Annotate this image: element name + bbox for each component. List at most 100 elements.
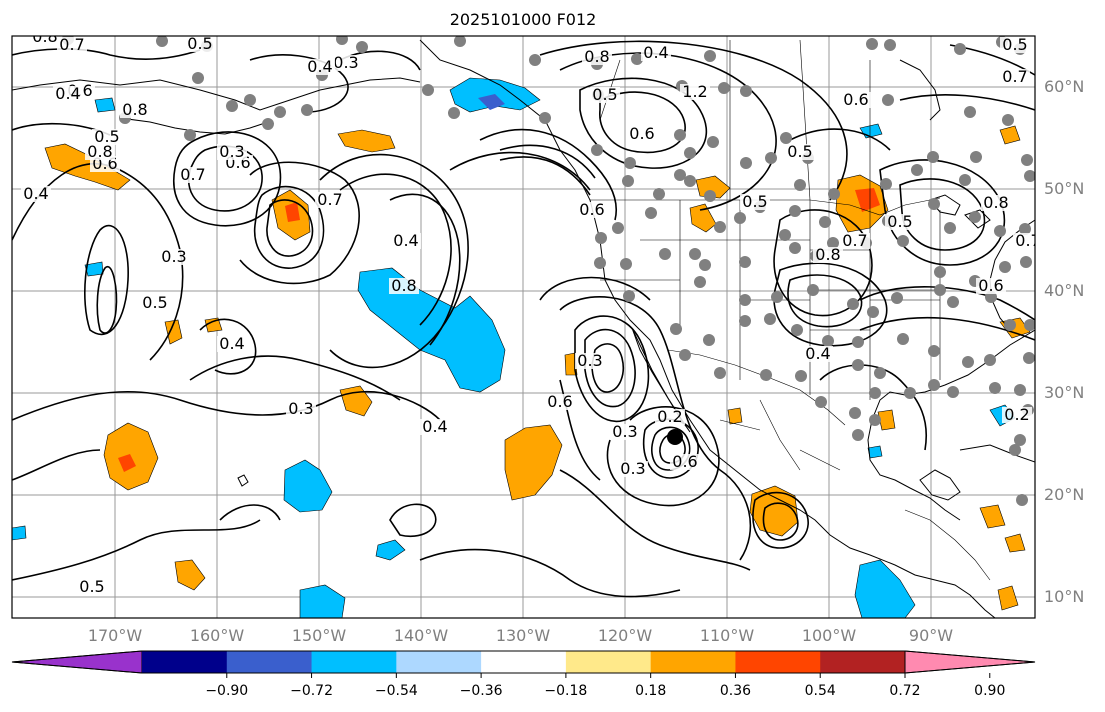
contour-label-bg	[92, 129, 122, 145]
contour-line	[762, 502, 799, 541]
station-dot	[791, 324, 803, 336]
shade-patch	[979, 504, 1006, 529]
contour-label-bg	[641, 45, 671, 61]
station-dot	[684, 147, 696, 159]
station-dot	[984, 354, 996, 366]
station-dot	[448, 107, 460, 119]
station-dot	[852, 429, 864, 441]
anomaly-shading	[12, 77, 1031, 618]
colorbar-tick-label: 0.36	[719, 683, 752, 699]
coastline-hudson	[899, 59, 941, 121]
contour-line	[591, 343, 624, 393]
shade-patch	[204, 317, 223, 333]
station-dot	[1014, 384, 1026, 396]
contour-label: 0.7	[317, 190, 342, 209]
contour-label: 0.7	[59, 35, 84, 54]
contour-label: 0.2	[657, 407, 682, 426]
shade-patch	[12, 525, 27, 541]
station-dot	[822, 335, 834, 347]
longitude-label: 110°W	[699, 626, 755, 645]
colorbar-tick-label: −0.18	[544, 683, 588, 699]
contour-line	[253, 185, 325, 269]
contour-label: 0.5	[187, 34, 212, 53]
contour-line	[419, 548, 681, 598]
colorbar-tick-label: 0.72	[889, 683, 921, 699]
station-dot	[869, 387, 881, 399]
contour-label: 0.4	[643, 43, 668, 62]
contour-label: 0.5	[787, 142, 812, 161]
station-dot	[624, 157, 636, 169]
contour-label-bg	[590, 87, 620, 103]
shade-patch	[877, 409, 896, 431]
station-dot	[1023, 352, 1035, 364]
station-dot	[869, 414, 881, 426]
station-dot	[891, 292, 903, 304]
contour-label-bg	[582, 49, 612, 65]
contour-line	[339, 173, 452, 326]
contour-line	[584, 328, 636, 408]
cuba	[959, 444, 1035, 463]
station-dot	[1024, 170, 1035, 182]
contour-label: 0.7	[842, 231, 867, 250]
coastline-aleutians	[119, 117, 269, 135]
shade-patch	[695, 175, 731, 199]
longitude-label: 120°W	[597, 626, 653, 645]
station-dot	[670, 323, 682, 335]
station-dot	[904, 387, 916, 399]
colorbar-segment	[735, 651, 821, 673]
contour-label-bg	[885, 214, 915, 230]
contour-line	[539, 276, 651, 301]
colorbar-outline	[11, 650, 1036, 674]
contour-label-bg	[577, 202, 607, 218]
contour-label-bg	[840, 233, 870, 249]
contour-line	[199, 318, 257, 375]
contour-line	[12, 48, 201, 60]
contour-label: 0.8	[391, 276, 416, 295]
contour-label: 0.8	[584, 47, 609, 66]
station-dot	[659, 248, 671, 260]
station-dot	[301, 104, 313, 116]
contour-line	[773, 209, 873, 317]
station-dot	[244, 94, 256, 106]
latitude-label: 60°N	[1044, 77, 1085, 96]
contour-label: 0.8	[32, 27, 57, 46]
contour-label-bg	[185, 36, 215, 52]
station-dot	[934, 284, 946, 296]
station-dot	[707, 136, 719, 148]
station-dot	[760, 369, 772, 381]
colorbar-segment	[820, 651, 906, 673]
station-dot	[703, 334, 715, 346]
coastline-yucatan	[919, 469, 961, 501]
station-dot	[852, 336, 864, 348]
contour-label: 0.2	[1004, 405, 1029, 424]
contour-label: 1.2	[682, 82, 707, 101]
station-dot	[789, 205, 801, 217]
contour-label: 0.5	[887, 212, 912, 231]
station-dot	[529, 54, 541, 66]
station-dot	[740, 157, 752, 169]
station-dot	[740, 85, 752, 97]
contour-line	[606, 406, 720, 507]
contour-label: 0.4	[805, 344, 830, 363]
contour-label: 0.4	[219, 334, 244, 353]
station-dot	[928, 345, 940, 357]
station-dot	[226, 100, 238, 112]
station-dot	[689, 248, 701, 260]
station-dot	[274, 106, 286, 118]
station-dot	[1020, 256, 1032, 268]
coastline-east	[989, 219, 1035, 331]
contour-label-bg	[391, 233, 421, 249]
contour-label: 0.8	[122, 100, 147, 119]
colorbar	[11, 650, 1036, 678]
contour-label: 0.8	[983, 193, 1008, 212]
contour-label: 0.6	[978, 276, 1003, 295]
contour-line	[389, 193, 461, 346]
contour-label: 0.5	[1002, 35, 1027, 54]
contour-label: 0.4	[55, 84, 80, 103]
contour-line	[188, 145, 263, 212]
contour-label: 0.5	[79, 577, 104, 596]
station-dot	[1021, 154, 1033, 166]
station-dot	[620, 258, 632, 270]
shade-patch	[997, 585, 1019, 611]
contour-label-bg	[286, 401, 316, 417]
